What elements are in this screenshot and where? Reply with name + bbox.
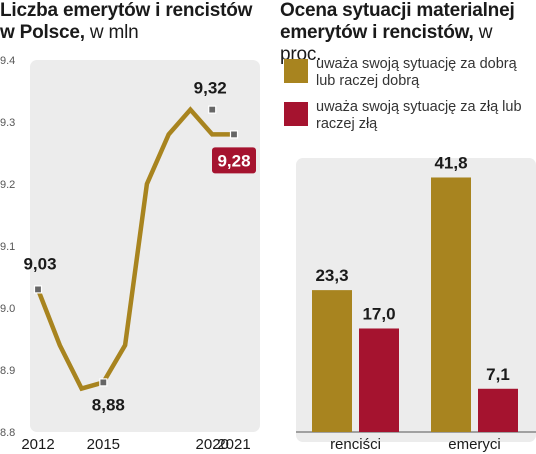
bar-bad: [478, 388, 518, 432]
y-tick-label: 9.2: [0, 179, 15, 191]
line-chart-title-unit: w mln: [89, 22, 139, 43]
line-chart-title: Liczba emerytów i rencistów w Polsce, w …: [0, 0, 270, 44]
data-label: 8,88: [92, 395, 125, 414]
x-tick-label: 2021: [217, 436, 250, 453]
data-label-highlight: 9,28: [217, 151, 250, 170]
y-tick-label: 8.8: [0, 427, 15, 439]
bar-value-label: 7,1: [486, 365, 510, 384]
bar-value-label: 17,0: [362, 304, 395, 323]
data-label: 9,03: [23, 254, 56, 273]
legend-swatch-good: [284, 59, 308, 83]
data-point-marker: [229, 130, 239, 139]
y-tick-label: 9.4: [0, 55, 15, 67]
legend-item-good: uważa swoją sytuację za dobrą lub raczej…: [284, 56, 536, 96]
legend-label-bad: uważa swoją sytuację za złą lub raczej z…: [316, 99, 522, 132]
x-tick-label: 2012: [21, 436, 54, 453]
line-plot-area: [30, 60, 260, 432]
data-label: 9,32: [194, 79, 227, 98]
bar-value-label: 41,8: [434, 153, 467, 172]
y-tick-label: 9.0: [0, 303, 15, 315]
bar-good: [312, 290, 352, 432]
legend-swatch-bad: [284, 102, 308, 126]
data-point-marker: [99, 378, 108, 387]
line-chart-title-main: Liczba emerytów i rencistów w Polsce,: [0, 0, 253, 43]
legend-label-good: uważa swoją sytuację za dobrą lub raczej…: [316, 56, 517, 89]
legend-item-bad: uważa swoją sytuację za złą lub raczej z…: [284, 99, 536, 139]
bar-good: [431, 177, 471, 432]
highlight-label-box: [212, 147, 256, 174]
bar-plot-area: [296, 158, 536, 442]
x-tick-label: 2020: [196, 436, 229, 453]
data-point-marker: [33, 285, 43, 294]
category-label: renciści: [330, 436, 381, 453]
series-line: [35, 106, 234, 392]
y-tick-label: 8.9: [0, 365, 15, 377]
bar-bad: [359, 328, 399, 432]
y-tick-label: 9.1: [0, 241, 15, 253]
y-tick-label: 9.3: [0, 117, 15, 129]
bar-value-label: 23,3: [315, 266, 348, 285]
data-point-marker: [208, 105, 217, 114]
bar-chart-title-main: Ocena sytuacji materialnej emerytów i re…: [280, 0, 515, 43]
category-label: emeryci: [448, 436, 501, 453]
x-tick-label: 2015: [87, 436, 120, 453]
